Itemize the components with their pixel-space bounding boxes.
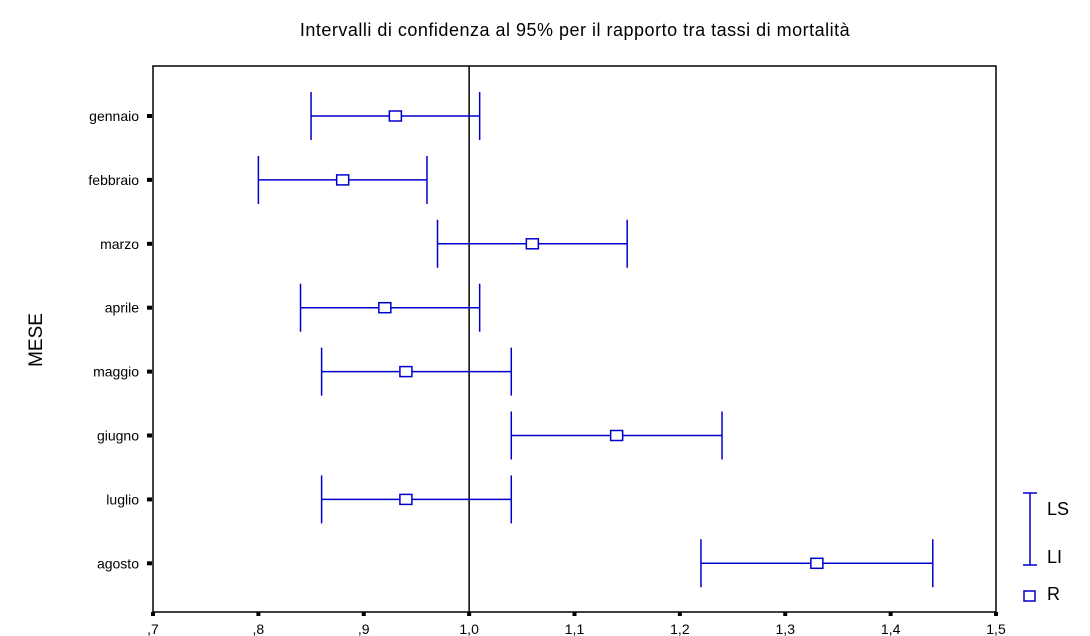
x-tick-mark bbox=[783, 612, 788, 616]
r-marker bbox=[399, 493, 413, 506]
y-axis: gennaio febbraio marzo aprile maggio giugno lu… bbox=[88, 108, 152, 571]
r-marker bbox=[525, 238, 540, 250]
r-marker bbox=[388, 110, 403, 122]
x-tick-mark bbox=[151, 612, 155, 616]
r-marker bbox=[399, 365, 413, 378]
x-tick-mark bbox=[256, 612, 261, 616]
legend-label-ls: LS bbox=[1047, 499, 1069, 519]
category-label: gennaio bbox=[89, 108, 139, 124]
r-marker bbox=[609, 429, 624, 442]
x-tick-label: 1,4 bbox=[881, 621, 901, 636]
y-tick-mark bbox=[147, 497, 152, 502]
y-tick-mark bbox=[147, 369, 152, 374]
x-tick-label: ,7 bbox=[147, 621, 159, 636]
y-tick-mark bbox=[147, 305, 152, 310]
x-tick-label: 1,1 bbox=[565, 621, 585, 636]
y-axis-label: MESE bbox=[26, 313, 47, 367]
x-tick-mark bbox=[361, 612, 366, 616]
y-tick-mark bbox=[147, 177, 152, 182]
x-axis: ,7 ,8 ,9 1,0 1,1 1,2 1,3 1,4 1,5 bbox=[147, 612, 1006, 636]
x-tick-label: ,9 bbox=[358, 621, 370, 636]
category-label: febbraio bbox=[88, 172, 139, 188]
category-label: marzo bbox=[100, 236, 139, 252]
r-marker bbox=[335, 174, 350, 186]
legend-r-marker bbox=[1023, 590, 1036, 602]
x-tick-mark bbox=[888, 612, 893, 616]
y-tick-mark bbox=[147, 241, 152, 246]
category-label: maggio bbox=[93, 364, 139, 380]
r-marker bbox=[810, 557, 824, 570]
x-tick-mark bbox=[467, 612, 472, 616]
y-tick-mark bbox=[147, 433, 152, 438]
x-tick-label: 1,5 bbox=[986, 621, 1006, 636]
x-tick-mark bbox=[677, 612, 682, 616]
category-label: agosto bbox=[97, 555, 139, 571]
x-tick-label: 1,3 bbox=[776, 621, 796, 636]
category-label: giugno bbox=[97, 428, 139, 444]
x-tick-mark bbox=[572, 612, 577, 616]
legend-label-r: R bbox=[1047, 584, 1060, 604]
legend-label-li: LI bbox=[1047, 547, 1062, 567]
y-tick-mark bbox=[147, 114, 152, 118]
category-label: aprile bbox=[105, 300, 139, 316]
r-marker bbox=[378, 301, 392, 314]
x-tick-label: ,8 bbox=[253, 621, 265, 636]
x-tick-label: 1,2 bbox=[670, 621, 690, 636]
legend: LS LI R bbox=[1023, 492, 1069, 604]
chart-title: Intervalli di confidenza al 95% per il r… bbox=[300, 20, 851, 40]
plot-frame bbox=[152, 65, 997, 613]
y-tick-mark bbox=[147, 561, 152, 566]
category-label: luglio bbox=[106, 491, 139, 507]
error-bars bbox=[257, 92, 934, 588]
x-tick-label: 1,0 bbox=[459, 621, 479, 636]
x-tick-mark bbox=[994, 612, 998, 616]
